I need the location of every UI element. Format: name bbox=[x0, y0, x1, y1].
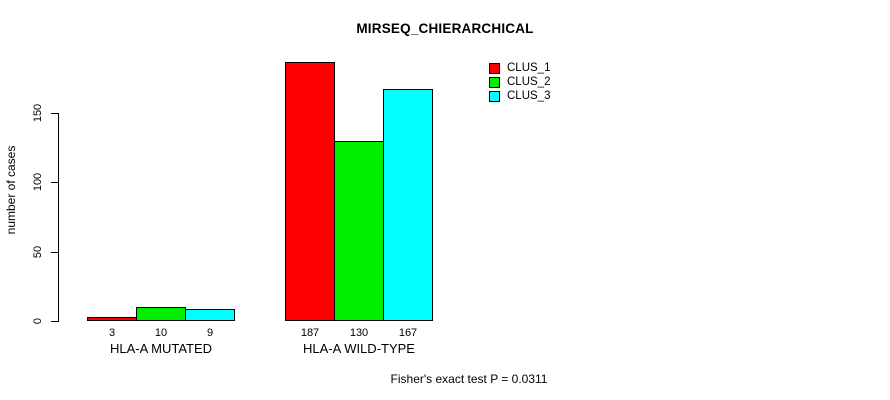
y-axis-tick bbox=[51, 251, 58, 253]
y-axis-tick-label: 50 bbox=[32, 245, 44, 258]
y-axis-tick-label: 0 bbox=[32, 317, 44, 325]
x-category-label: HLA-A MUTATED bbox=[109, 341, 213, 356]
bar-clus_3 bbox=[185, 309, 235, 321]
bar-value-label: 187 bbox=[300, 327, 320, 339]
bar-value-label: 167 bbox=[398, 327, 418, 339]
legend: CLUS_1 CLUS_2 CLUS_3 bbox=[489, 61, 550, 103]
bar-value-label: 3 bbox=[108, 327, 116, 339]
y-axis-tick-label: 150 bbox=[32, 103, 44, 123]
bar-value-label: 130 bbox=[349, 327, 369, 339]
chart-title: MIRSEQ_CHIERARCHICAL bbox=[356, 21, 534, 36]
legend-label: CLUS_3 bbox=[507, 90, 551, 102]
legend-label: CLUS_1 bbox=[507, 62, 551, 74]
y-axis-label: number of cases bbox=[4, 145, 18, 235]
bar-clus_2 bbox=[136, 307, 186, 321]
y-axis-tick bbox=[51, 113, 58, 114]
legend-item: CLUS_1 bbox=[489, 61, 550, 75]
bar-value-label: 9 bbox=[206, 327, 214, 339]
bar-clus_1 bbox=[285, 62, 335, 321]
legend-item: CLUS_3 bbox=[489, 89, 550, 103]
y-axis-tick bbox=[51, 321, 58, 322]
annotation-text: Fisher's exact test P = 0.0311 bbox=[390, 372, 548, 386]
legend-swatch-clus_2 bbox=[489, 76, 500, 88]
bar-clus_2 bbox=[334, 141, 384, 321]
legend-swatch-clus_3 bbox=[489, 90, 500, 102]
y-axis-tick bbox=[51, 182, 58, 184]
x-category-label: HLA-A WILD-TYPE bbox=[303, 341, 415, 356]
y-axis-line bbox=[58, 113, 59, 322]
bar-clus_3 bbox=[383, 89, 433, 321]
legend-label: CLUS_2 bbox=[507, 76, 551, 88]
bar-clus_1 bbox=[87, 317, 137, 321]
legend-swatch-clus_1 bbox=[489, 62, 500, 74]
y-axis-tick-label: 100 bbox=[32, 173, 44, 192]
bar-value-label: 10 bbox=[154, 327, 168, 339]
legend-item: CLUS_2 bbox=[489, 75, 550, 89]
